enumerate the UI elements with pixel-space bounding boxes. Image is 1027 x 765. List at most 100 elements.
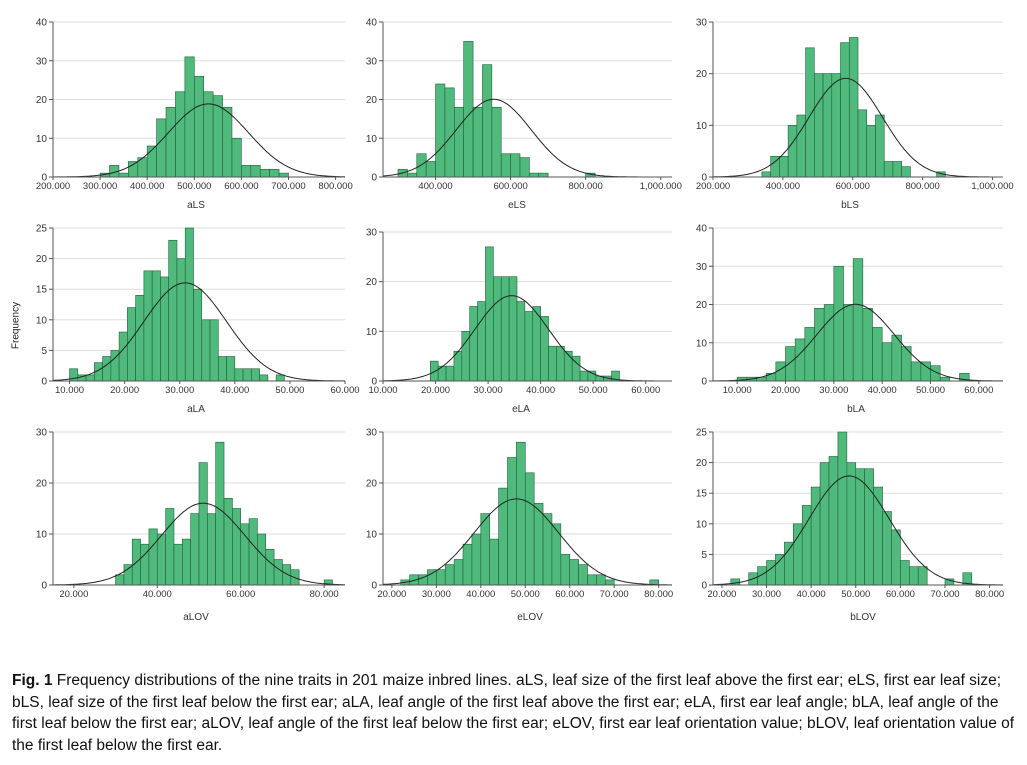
histogram-bar	[883, 161, 894, 178]
x-tick-label: 1,000.000	[640, 181, 682, 192]
x-tick-label: 40.000	[143, 589, 172, 600]
histogram-bar	[857, 109, 868, 178]
y-tick-label: 30	[696, 262, 708, 273]
x-tick-label: 70.000	[600, 589, 629, 600]
histogram-bar	[875, 114, 885, 178]
histogram-bar	[482, 64, 493, 178]
histogram-bar	[118, 331, 128, 382]
histogram-bar	[510, 153, 521, 178]
x-tick-label: 60.000	[330, 385, 359, 396]
y-tick-label: 10	[696, 338, 708, 349]
histogram-bar	[872, 327, 883, 382]
histogram-bar	[165, 508, 175, 586]
histogram-bar	[242, 368, 252, 382]
histogram-bar	[176, 258, 186, 382]
histogram-bar	[840, 42, 850, 178]
histogram-bar	[766, 560, 776, 586]
histogram-bar	[275, 374, 285, 382]
histogram-bar	[540, 316, 549, 382]
histogram-bar	[232, 508, 242, 586]
histogram-bar	[508, 276, 518, 382]
x-axis-label: aLOV	[183, 612, 209, 623]
histogram-bar	[804, 327, 815, 382]
histogram-bar	[579, 370, 589, 382]
histogram-bar	[775, 554, 785, 586]
histogram-bar	[173, 543, 183, 586]
histogram-bar	[278, 172, 289, 178]
y-tick-label: 20	[366, 479, 378, 490]
histogram-bar	[436, 569, 446, 586]
y-tick-label: 20	[36, 479, 48, 490]
histogram-bar	[596, 574, 606, 586]
figure-caption-text: Frequency distributions of the nine trai…	[12, 672, 1015, 754]
y-tick-label: 30	[366, 428, 378, 439]
histogram-bar	[862, 308, 873, 382]
histogram-bar	[892, 161, 902, 178]
x-tick-label: 30.000	[819, 385, 848, 396]
x-tick-label: 60.000	[886, 589, 915, 600]
histogram-bar	[223, 497, 233, 586]
histogram-bar	[469, 306, 478, 382]
histogram-bar	[837, 431, 848, 586]
y-tick-label: 0	[41, 377, 47, 388]
chart-bLOV: 0 5 10 15 20 25 20.000 30.000 40.000 50.000 60.000…	[696, 428, 1004, 624]
histogram-bar	[855, 468, 865, 586]
y-tick-label: 10	[696, 519, 708, 530]
y-tick-label: 10	[36, 134, 48, 145]
histogram-bar	[819, 462, 830, 586]
histogram-bar	[234, 368, 244, 382]
y-tick-label: 10	[366, 530, 378, 541]
histogram-bar	[429, 360, 439, 382]
x-tick-label: 50.000	[841, 589, 870, 600]
histogram-bar	[193, 288, 203, 382]
histogram-bar	[190, 513, 200, 586]
y-tick-label: 15	[36, 285, 48, 296]
histogram-bar	[507, 457, 517, 586]
y-tick-label: 20	[696, 458, 708, 469]
x-tick-label: 60.000	[226, 589, 255, 600]
histogram-bar	[217, 356, 227, 382]
histogram-bar	[533, 503, 544, 586]
chart-aLS: 0 10 20 30 40 200.000 300.000 400.000 500.000 600…	[36, 18, 353, 212]
x-tick-label: 40.000	[868, 385, 897, 396]
histogram-bar	[151, 270, 161, 382]
y-tick-label: 0	[701, 173, 707, 184]
histogram-bar	[785, 346, 796, 382]
x-tick-label: 1,000.000	[971, 181, 1013, 192]
histogram-bar	[148, 528, 158, 586]
histogram-bar	[491, 106, 502, 178]
histogram-bar	[516, 301, 526, 382]
y-axis-label: Frequency	[10, 301, 22, 350]
x-tick-label: 20.000	[59, 589, 88, 600]
y-tick-label: 40	[36, 18, 48, 29]
chart-bLA: 0 10 20 30 40 10.000 20.000 30.000 40.000 50.000 6…	[696, 224, 1003, 415]
histogram-bar	[519, 157, 530, 178]
histogram-bar	[605, 579, 615, 586]
histogram-bar	[259, 168, 270, 178]
histogram-bar	[866, 125, 876, 178]
histogram-bar	[814, 73, 824, 178]
histogram-bar	[900, 560, 910, 586]
histogram-bar	[115, 574, 125, 586]
histogram-bar	[160, 276, 169, 382]
x-tick-label: 80.000	[975, 589, 1004, 600]
histogram-bar	[222, 106, 233, 178]
figure-label: Fig. 1	[12, 672, 53, 689]
histogram-bar	[444, 87, 455, 178]
histogram-bar	[794, 338, 806, 382]
y-tick-label: 0	[371, 377, 377, 388]
x-tick-label: 10.000	[368, 385, 397, 396]
histogram-bar	[548, 345, 557, 382]
normal-curve	[53, 502, 345, 586]
figure-caption: Fig. 1 Frequency distributions of the ni…	[12, 670, 1017, 756]
y-tick-label: 20	[36, 254, 48, 265]
x-axis-label: eLA	[512, 404, 530, 415]
histogram-bar	[435, 83, 446, 178]
x-tick-label: 600.000	[493, 181, 527, 192]
x-axis-label: aLS	[187, 200, 205, 211]
histogram-bar	[823, 304, 835, 382]
y-tick-label: 0	[41, 581, 47, 592]
normal-curve	[712, 77, 1003, 178]
histogram-panel-grid: 0 10 20 30 40 200.000 300.000 400.000 500.000 600…	[36, 18, 1014, 624]
histogram-bar	[810, 486, 821, 586]
